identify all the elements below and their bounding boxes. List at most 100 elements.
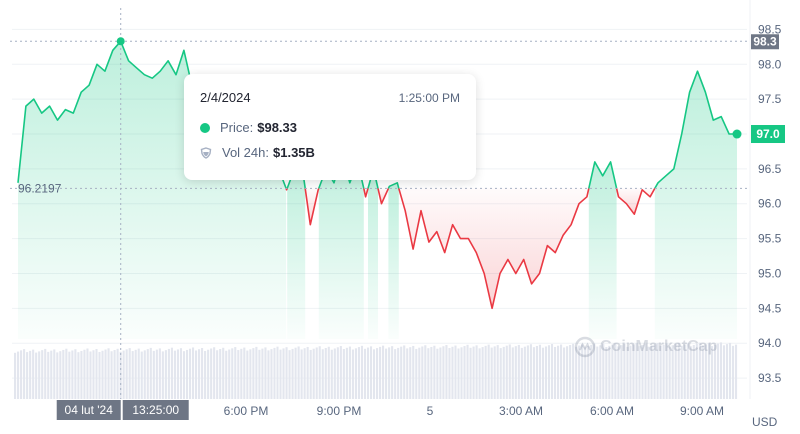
volume-bar <box>629 345 632 399</box>
volume-bar <box>376 348 379 399</box>
volume-bar <box>707 343 710 399</box>
volume-bar <box>517 344 520 399</box>
volume-bar <box>415 348 418 399</box>
y-tick-label: 98.0 <box>758 57 782 71</box>
current-point <box>732 129 742 139</box>
volume-bar <box>713 344 716 399</box>
volume-bar <box>547 345 551 399</box>
volume-bar <box>198 349 201 399</box>
volume-bar <box>234 347 237 399</box>
volume-bar <box>107 348 110 399</box>
volume-bar <box>47 351 50 399</box>
volume-bar <box>80 350 83 399</box>
volume-bar <box>442 346 445 399</box>
volume-bar <box>372 349 376 399</box>
crosshair-time-badge <box>122 400 189 420</box>
currency-label: USD <box>752 415 778 429</box>
volume-bar <box>427 348 430 399</box>
volume-bar <box>336 347 339 399</box>
volume-bar <box>653 344 656 399</box>
volume-bar <box>170 347 173 399</box>
area-fill-up <box>388 182 399 339</box>
volume-bar <box>566 346 569 399</box>
volume-bar <box>176 349 179 399</box>
volume-bar <box>698 342 701 399</box>
volume-bar <box>86 348 89 399</box>
volume-bar <box>294 347 297 399</box>
volume-bar <box>538 344 541 399</box>
volume-bar <box>499 348 502 399</box>
volume-bar <box>264 347 267 399</box>
volume-bar <box>641 344 644 399</box>
current-price-badge <box>751 125 785 144</box>
volume-bar <box>324 347 327 399</box>
volume-bar <box>472 346 475 399</box>
volume-bar <box>222 347 225 399</box>
volume-bar <box>418 347 421 399</box>
area-fill-down <box>398 188 589 309</box>
price-line-down <box>363 188 369 198</box>
y-tick-label: 98.5 <box>758 22 782 36</box>
volume-bar <box>143 350 146 399</box>
volume-bar <box>306 346 309 399</box>
volume-bar <box>273 347 276 399</box>
volume-bar <box>77 352 80 399</box>
volume-bar <box>243 347 246 399</box>
volume-bar <box>246 350 249 399</box>
volume-bar <box>602 344 605 399</box>
x-tick-label: 3:00 AM <box>499 404 543 418</box>
volume-bar <box>593 343 596 399</box>
volume-bar <box>451 346 454 399</box>
y-tick-label: 93.5 <box>758 371 782 385</box>
tooltip-vol-value: $1.35B <box>273 145 315 160</box>
volume-bar <box>110 351 113 399</box>
volume-bar <box>647 346 650 399</box>
volume-bar <box>161 351 164 399</box>
max-price-badge-text: 98.3 <box>753 34 777 48</box>
volume-bar <box>312 348 315 399</box>
volume-bar <box>502 346 505 399</box>
volume-bar <box>137 348 140 399</box>
volume-bar <box>581 344 584 399</box>
volume-bar <box>626 346 629 399</box>
watermark-text: CoinMarketCap <box>600 338 718 355</box>
volume-bar <box>71 350 74 399</box>
volume-bar <box>608 345 611 399</box>
volume-bar <box>511 347 514 399</box>
volume-bar <box>412 345 415 399</box>
y-tick-label: 95.5 <box>758 232 782 246</box>
volume-bar <box>210 348 213 399</box>
volume-bar <box>122 350 125 399</box>
volume-bar <box>587 346 590 399</box>
volume-bar <box>454 345 457 399</box>
volume-bar <box>342 349 345 399</box>
volume-bar <box>152 350 155 399</box>
tooltip-date: 2/4/2024 <box>200 90 251 105</box>
volume-bar <box>348 346 351 399</box>
volume-bar <box>508 344 511 399</box>
volume-bar <box>237 350 240 399</box>
volume-bar <box>722 345 726 399</box>
x-tick-label: 6:00 PM <box>224 404 269 418</box>
volume-bar <box>605 347 608 399</box>
hover-point <box>116 37 125 46</box>
price-line-down <box>398 188 590 310</box>
volume-bar <box>650 345 653 399</box>
volume-bar <box>146 349 149 399</box>
volume-bar <box>228 349 231 399</box>
tooltip-time: 1:25:00 PM <box>398 91 460 105</box>
volume-bar <box>689 346 692 399</box>
volume-bar <box>487 344 490 399</box>
volume-bar <box>113 350 116 399</box>
volume-bar <box>665 343 668 399</box>
price-line-up <box>654 70 737 189</box>
crosshair-time-text: 13:25:00 <box>132 403 179 417</box>
y-tick-label: 94.0 <box>758 336 782 350</box>
volume-bar <box>385 348 388 399</box>
volume-bar <box>382 345 385 399</box>
area-fill-up <box>654 71 737 339</box>
volume-bar <box>101 350 104 399</box>
volume-bar <box>532 347 535 399</box>
area-fill-down <box>305 188 319 225</box>
